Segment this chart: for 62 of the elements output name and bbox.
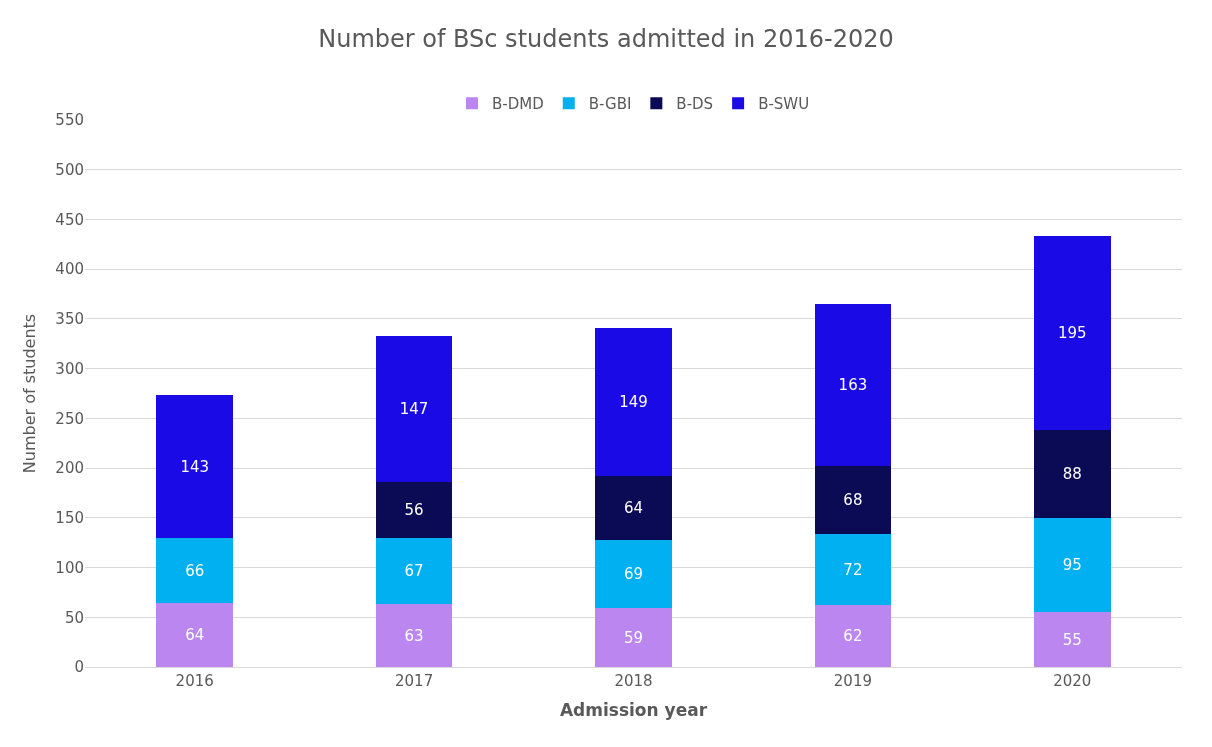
bar: [1033, 612, 1111, 667]
legend-label: B-SWU: [758, 95, 810, 114]
bar: [595, 327, 672, 477]
data-label: 143: [180, 457, 210, 476]
y-tick-label: 400: [55, 260, 84, 279]
y-tick-label: 200: [55, 459, 84, 478]
data-label: 67: [404, 562, 424, 581]
legend-label: B-DS: [676, 95, 714, 114]
data-label: 63: [404, 626, 424, 645]
y-tick-label: 550: [55, 111, 84, 130]
data-label: 95: [1062, 556, 1082, 575]
chart-title: Number of BSc students admitted in 2016-2020: [318, 24, 894, 53]
legend-label: B-DMD: [492, 95, 544, 114]
bar: [375, 537, 453, 605]
data-label: 64: [185, 626, 205, 645]
data-label: 62: [843, 627, 863, 646]
data-label: 163: [838, 376, 868, 395]
bar: [814, 533, 892, 606]
bar: [1033, 430, 1111, 518]
bar: [156, 537, 234, 604]
bar: [375, 604, 453, 667]
y-tick-label: 450: [55, 210, 84, 229]
legend-label: B-GBI: [588, 95, 632, 114]
y-tick-label: 300: [55, 359, 84, 378]
bar: [595, 608, 672, 667]
bar: [156, 395, 234, 538]
y-tick-label: 50: [64, 608, 84, 627]
data-label: 66: [185, 561, 205, 580]
x-tick-label: 2018: [614, 672, 653, 690]
data-label: 72: [843, 560, 863, 579]
data-label: 59: [623, 628, 644, 647]
bar: [595, 476, 672, 540]
bar: [595, 539, 672, 609]
y-tick-label: 250: [55, 409, 84, 428]
x-axis-title: Admission year: [559, 700, 708, 721]
data-label: 56: [404, 500, 424, 519]
y-tick-label: 100: [55, 558, 84, 577]
x-tick-label: 2020: [1053, 672, 1092, 690]
data-label: 149: [619, 392, 648, 411]
data-label: 195: [1057, 324, 1087, 343]
x-tick-label: 2019: [833, 672, 872, 690]
y-tick-label: 150: [55, 509, 84, 528]
data-label: 68: [843, 490, 863, 509]
data-label: 88: [1062, 465, 1082, 484]
y-axis-title: Number of students: [20, 313, 40, 474]
y-tick-label: 350: [55, 310, 84, 329]
bar: [814, 303, 892, 467]
bar: [375, 335, 453, 483]
bar: [814, 605, 892, 667]
bar: [814, 466, 892, 534]
data-label: 69: [623, 565, 644, 584]
data-label: 147: [399, 399, 429, 418]
bar: [375, 482, 453, 538]
data-label: 55: [1062, 630, 1082, 649]
bar: [1033, 236, 1111, 431]
y-tick-label: 0: [74, 658, 84, 677]
x-tick-label: 2017: [395, 672, 434, 690]
x-tick-label: 2016: [175, 672, 214, 690]
y-tick-label: 500: [55, 160, 84, 179]
bar: [156, 603, 234, 667]
data-label: 64: [623, 498, 644, 517]
bar: [1033, 517, 1111, 613]
